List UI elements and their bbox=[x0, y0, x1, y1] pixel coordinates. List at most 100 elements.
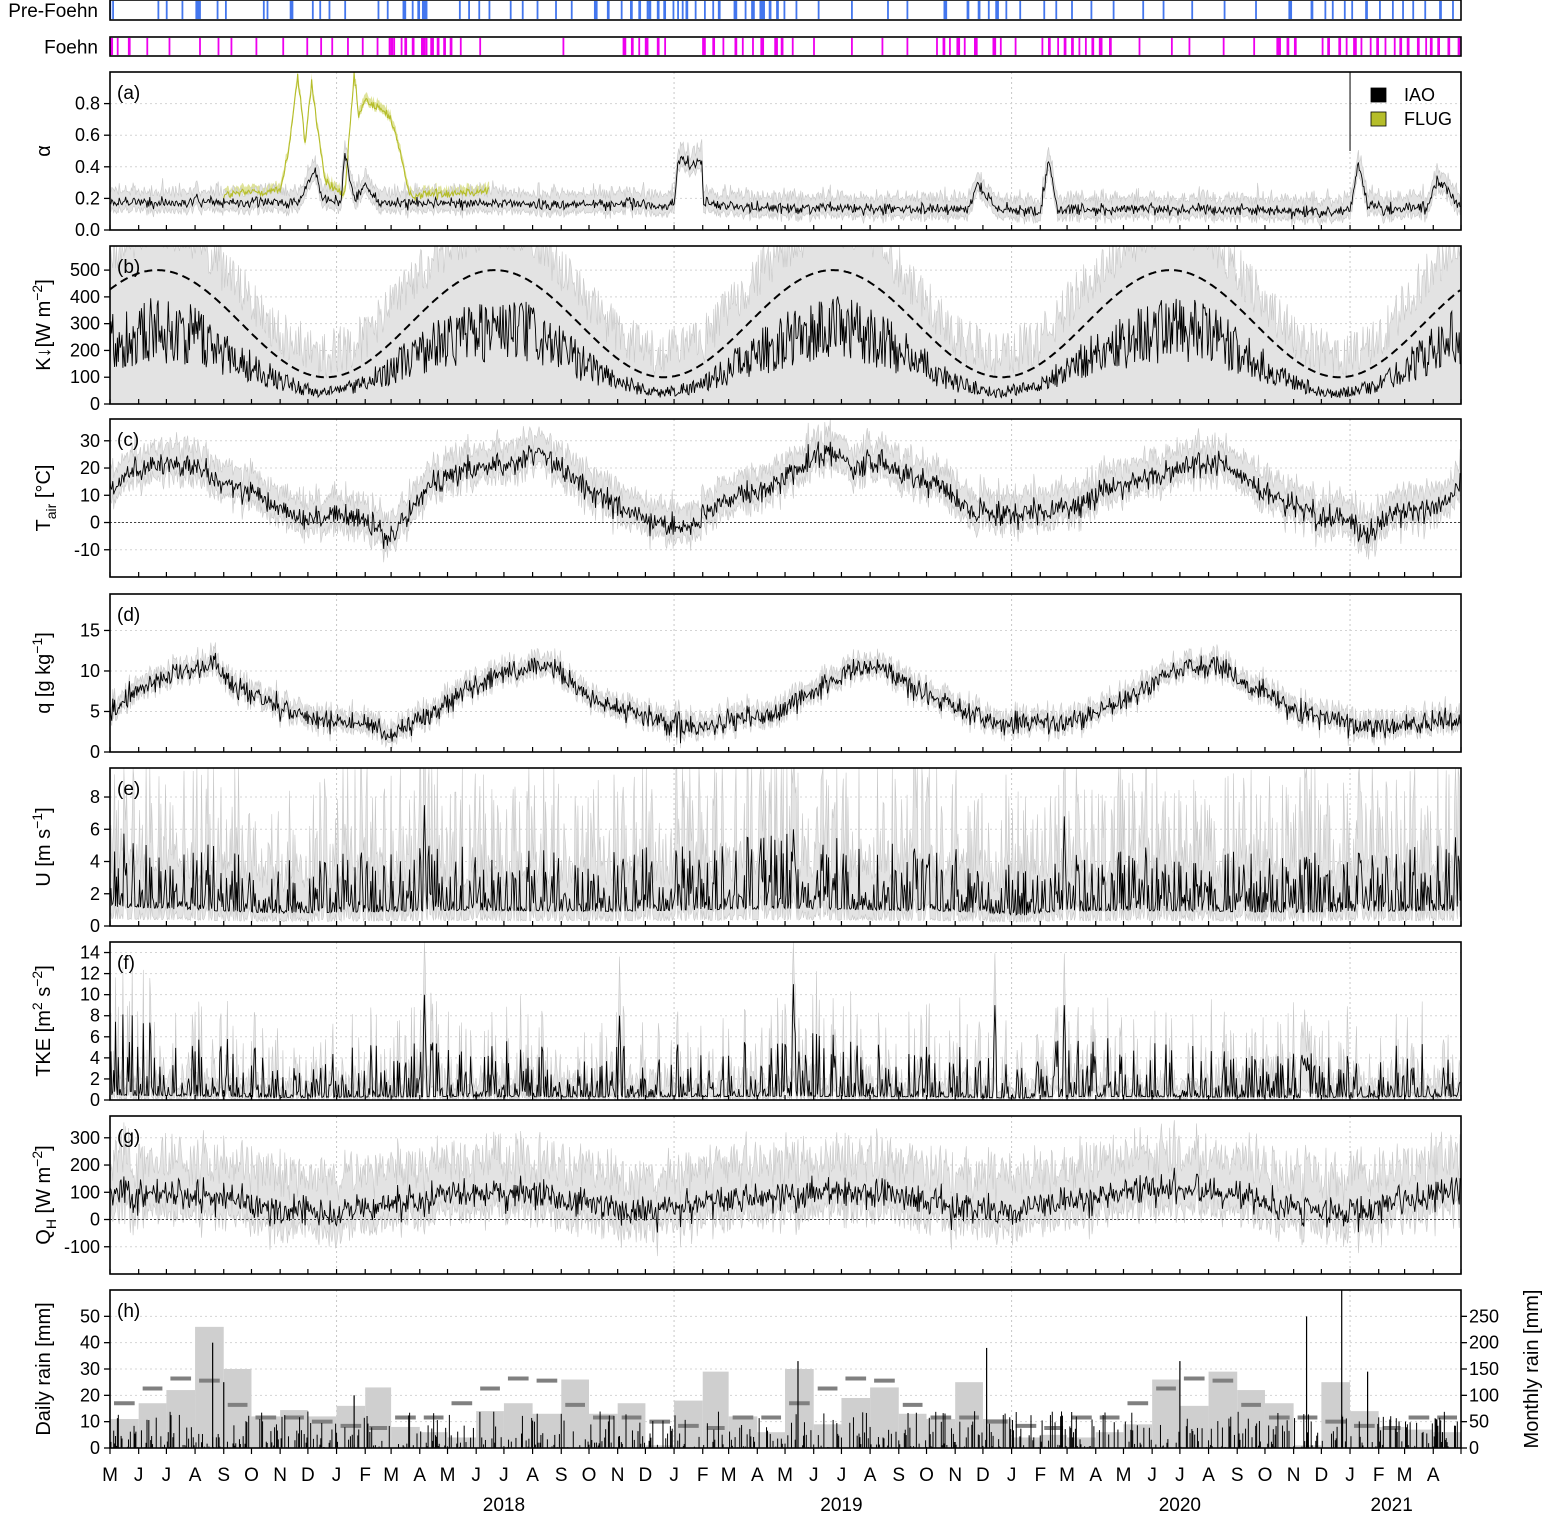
kdown-ylabel: K↓[W m bbox=[33, 301, 55, 371]
prefoehn-event-38 bbox=[509, 1, 512, 19]
foehn-event-49 bbox=[631, 38, 634, 55]
foehn-event-73 bbox=[780, 38, 783, 55]
foehn-event-135 bbox=[1360, 38, 1363, 55]
month-label-37: J bbox=[1147, 1465, 1157, 1486]
month-label-13: J bbox=[471, 1465, 481, 1486]
u-ytick-label-3: 6 bbox=[90, 819, 100, 839]
rain-ytick-label-4: 40 bbox=[80, 1333, 100, 1353]
year-label-0: 2018 bbox=[483, 1495, 525, 1513]
prefoehn-event-111 bbox=[1162, 1, 1165, 19]
albedo-series-IAO bbox=[109, 153, 1461, 220]
foehn-event-69 bbox=[762, 38, 765, 55]
albedo-ytick-label-4: 0.8 bbox=[75, 94, 100, 114]
rain-monthly-bar-37 bbox=[1152, 1379, 1180, 1448]
foehn-event-65 bbox=[741, 38, 744, 55]
rain-ytick-right-label-5: 250 bbox=[1469, 1306, 1499, 1326]
month-label-6: N bbox=[273, 1465, 287, 1486]
foehn-event-95 bbox=[1014, 38, 1017, 55]
foehn-event-8 bbox=[199, 38, 201, 55]
foehn-event-37 bbox=[437, 38, 440, 55]
albedo-frame bbox=[109, 71, 1462, 231]
foehn-event-33 bbox=[430, 38, 433, 55]
tke-ytick-label-7: 14 bbox=[80, 943, 100, 963]
foehn-event-62 bbox=[722, 38, 725, 55]
month-label-18: N bbox=[611, 1465, 625, 1486]
foehn-event-35 bbox=[432, 38, 434, 55]
tke-ytick-label-3: 6 bbox=[90, 1027, 100, 1047]
foehn-event-19 bbox=[388, 38, 391, 55]
foehn-event-100 bbox=[1063, 38, 1066, 55]
month-label-44: J bbox=[1345, 1465, 1355, 1486]
prefoehn-event-117 bbox=[1290, 1, 1293, 19]
foehn-event-22 bbox=[393, 38, 396, 55]
rain-ytick-right-label-1: 50 bbox=[1469, 1412, 1489, 1432]
foehn-event-123 bbox=[1287, 38, 1290, 55]
tke-ytick-label-2: 4 bbox=[90, 1048, 100, 1068]
prefoehn-event-69 bbox=[718, 1, 721, 19]
foehn-event-108 bbox=[1098, 38, 1101, 55]
prefoehn-event-6 bbox=[196, 1, 199, 19]
prefoehn-event-86 bbox=[783, 1, 786, 19]
prefoehn-event-2 bbox=[157, 1, 160, 19]
foehn-event-143 bbox=[1406, 38, 1409, 55]
rain-ytick-label-2: 20 bbox=[80, 1385, 100, 1405]
prefoehn-event-79 bbox=[761, 1, 764, 19]
prefoehn-event-39 bbox=[521, 1, 524, 19]
foehn-event-87 bbox=[963, 38, 966, 55]
foehn-event-146 bbox=[1417, 38, 1420, 55]
prefoehn-event-93 bbox=[944, 1, 947, 19]
foehn-event-138 bbox=[1377, 38, 1379, 55]
foehn-event-48 bbox=[630, 38, 633, 55]
foehn-event-66 bbox=[752, 38, 754, 55]
tke-series-daily-mean bbox=[109, 984, 1461, 1100]
foehn-event-60 bbox=[712, 38, 715, 55]
foehn-event-46 bbox=[623, 38, 626, 55]
q-ylabel: q [g kg bbox=[33, 654, 55, 714]
tair-ylabel-sub: air bbox=[43, 503, 59, 519]
foehn-event-26 bbox=[411, 38, 414, 55]
foehn-event-31 bbox=[423, 38, 426, 55]
foehn-event-27 bbox=[412, 38, 415, 55]
kdown-ytick-label-0: 0 bbox=[90, 394, 100, 414]
q-ytick-label-3: 15 bbox=[80, 620, 100, 640]
tair-ytick-label-0: -10 bbox=[74, 540, 100, 560]
foehn-event-20 bbox=[390, 38, 393, 55]
foehn-event-41 bbox=[450, 38, 453, 55]
foehn-event-137 bbox=[1376, 38, 1379, 55]
month-label-25: J bbox=[809, 1465, 819, 1486]
prefoehn-event-89 bbox=[851, 1, 853, 19]
prefoehn-event-133 bbox=[1452, 1, 1454, 19]
prefoehn-event-80 bbox=[762, 1, 765, 19]
month-label-40: S bbox=[1231, 1465, 1244, 1486]
tair-panel-label: (c) bbox=[117, 430, 139, 451]
foehn-event-4 bbox=[127, 38, 130, 55]
prefoehn-event-99 bbox=[987, 1, 990, 19]
u-ytick-label-0: 0 bbox=[90, 916, 100, 936]
rain-monthly-bar-46 bbox=[1404, 1429, 1434, 1448]
foehn-event-72 bbox=[776, 38, 778, 55]
foehn-event-79 bbox=[906, 38, 909, 55]
foehn-event-151 bbox=[1438, 38, 1441, 55]
foehn-event-28 bbox=[421, 38, 423, 55]
rain-monthly-bar-9 bbox=[365, 1387, 392, 1448]
month-label-19: D bbox=[639, 1465, 653, 1486]
foehn-event-30 bbox=[422, 38, 425, 55]
prefoehn-event-32 bbox=[424, 1, 427, 19]
prefoehn-event-56 bbox=[656, 1, 659, 19]
month-label-27: A bbox=[864, 1465, 877, 1486]
foehn-event-109 bbox=[1099, 38, 1102, 55]
qh-ylabel-sub: H bbox=[43, 1219, 59, 1229]
qh-ylabel-end2: ] bbox=[33, 1145, 55, 1151]
u-ylabel: U [m s bbox=[33, 829, 55, 887]
foehn-event-124 bbox=[1293, 38, 1296, 55]
month-label-38: J bbox=[1175, 1465, 1185, 1486]
month-label-22: M bbox=[721, 1465, 737, 1486]
foehn-event-15 bbox=[331, 38, 334, 55]
foehn-event-56 bbox=[664, 38, 667, 55]
month-label-32: J bbox=[1007, 1465, 1017, 1486]
foehn-event-113 bbox=[1138, 38, 1141, 55]
qh-ytick-label-3: 200 bbox=[70, 1155, 100, 1175]
prefoehn-event-129 bbox=[1412, 1, 1415, 19]
month-label-11: A bbox=[413, 1465, 426, 1486]
prefoehn-event-97 bbox=[977, 1, 980, 19]
